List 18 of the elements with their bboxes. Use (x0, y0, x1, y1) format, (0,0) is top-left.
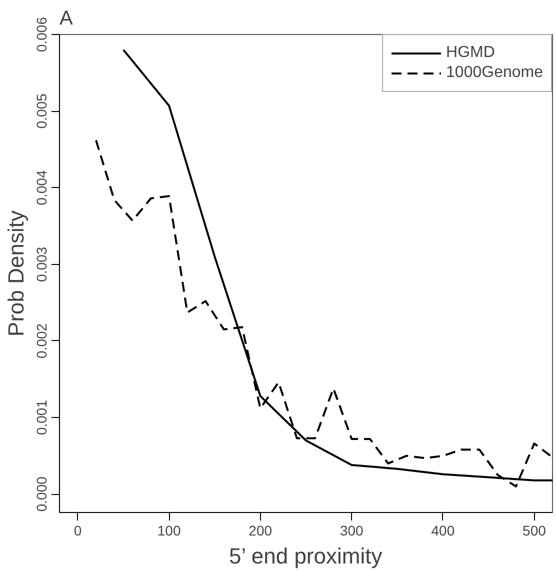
y-tick-label: 0.003 (34, 246, 50, 282)
legend-label: HGMD (446, 44, 495, 62)
y-tick-label: 0.004 (34, 170, 50, 206)
y-tick-label: 0.005 (34, 93, 50, 129)
y-tick-label: 0.000 (34, 476, 50, 512)
x-axis-title: 5’ end proximity (228, 544, 382, 568)
x-tick-label: 300 (340, 522, 364, 538)
x-tick-label: 400 (431, 522, 455, 538)
y-axis-title: Prob Density (4, 210, 28, 336)
x-tick-label: 0 (74, 522, 82, 538)
legend-label: 1000Genome (446, 64, 543, 82)
y-tick-label: 0.001 (34, 400, 50, 436)
y-tick-label: 0.002 (34, 323, 50, 358)
y-tick-label: 0.006 (34, 16, 50, 52)
x-tick-label: 100 (157, 522, 181, 538)
chart-title: A (60, 8, 74, 30)
x-tick-label: 200 (248, 522, 272, 538)
x-tick-label: 500 (522, 522, 546, 538)
